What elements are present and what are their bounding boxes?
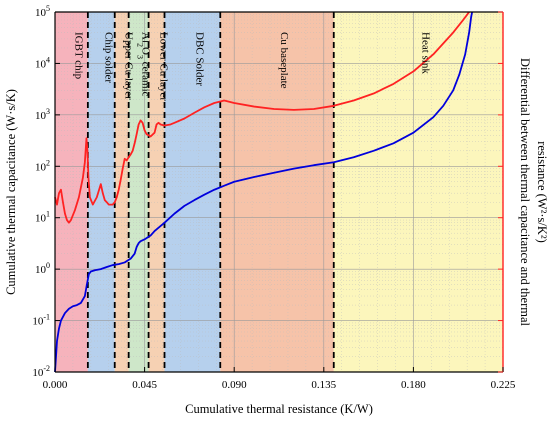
y-tick-label: 10-2	[32, 364, 50, 379]
region-band-5	[164, 12, 221, 372]
region-band-1	[87, 12, 115, 372]
y-tick-label: 100	[35, 261, 50, 276]
region-band-2	[114, 12, 129, 372]
region-label-1: Chip solder	[102, 32, 114, 83]
region-label-7: Heat sink	[419, 32, 431, 74]
axes	[54, 11, 504, 373]
region-band-6	[220, 12, 334, 372]
y-tick-label: 105	[35, 4, 50, 19]
region-band-4	[148, 12, 165, 372]
series-line-1	[54, 11, 470, 224]
x-tick-label: 0.225	[491, 379, 516, 391]
x-tick-label: 0.135	[311, 379, 336, 391]
region-labels: IGBT chip Chip solder Upper Cu layer Al2O3 …	[72, 32, 431, 101]
region-label-4: Lower Cu layer	[158, 32, 170, 101]
x-tick-label: 0.000	[43, 379, 68, 391]
series-lines	[54, 11, 474, 373]
x-axis-label: Cumulative thermal resistance (K/W)	[185, 402, 373, 416]
x-tick-label: 0.180	[401, 379, 426, 391]
y-axis-label-right-line1: Differential between thermal capacitance…	[518, 58, 532, 327]
y-tick-label: 102	[35, 158, 50, 173]
y-tick-label: 104	[35, 55, 50, 70]
y-tick-label: 103	[35, 107, 50, 122]
grid	[54, 11, 504, 373]
y-tick-label: 10-1	[32, 313, 50, 328]
x-tick-label: 0.090	[222, 379, 247, 391]
region-label-6: Cu baseplate	[278, 32, 290, 89]
series-line-0	[54, 11, 474, 373]
region-band-3	[128, 12, 149, 372]
y-tick-label: 101	[35, 210, 50, 225]
x-tick-label: 0.045	[132, 379, 157, 391]
region-band-7	[333, 12, 503, 372]
y-axis-label-left: Cumulative thermal capacitance (W·s/K)	[4, 89, 18, 295]
region-label-3: Al2O3 ceramic	[136, 32, 152, 97]
y-axis-label-right-line2: resistance (W²·s/K²)	[535, 141, 549, 243]
region-label-5: DBC Solder	[193, 32, 205, 86]
region-label-0: IGBT chip	[72, 32, 84, 80]
region-label-2: Upper Cu layer	[123, 32, 135, 100]
region-boundaries	[86, 12, 335, 372]
